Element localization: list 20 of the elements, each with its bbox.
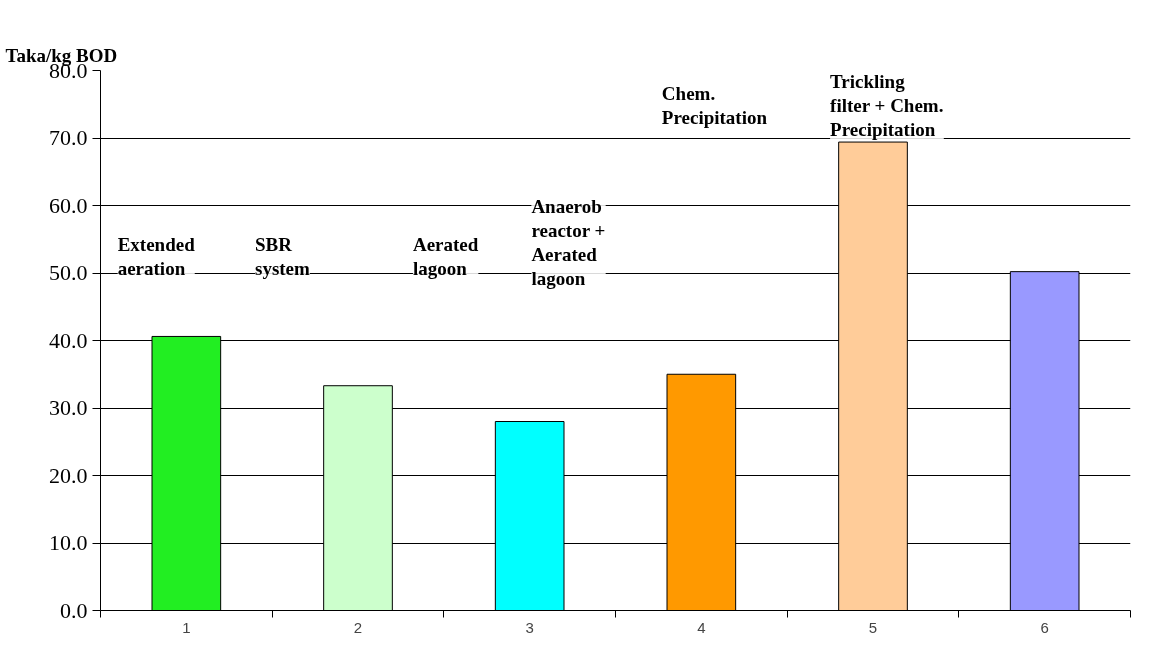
x-tick-label: 2 (353, 618, 363, 636)
y-tick-label: 40.0 (49, 327, 88, 353)
annotation: Chem. Precipitation (661, 83, 768, 129)
y-tick-label: 20.0 (49, 462, 88, 488)
y-tick-label: 70.0 (49, 125, 88, 150)
annotation: SBR system (255, 233, 311, 279)
x-tick-label: 5 (868, 618, 878, 636)
y-tick-label: 60.0 (49, 192, 88, 218)
annotation: Anaerob reactor + Aerated lagoon (531, 196, 606, 290)
annotation: Extended aeration (117, 233, 196, 279)
x-tick-label: 1 (182, 618, 191, 636)
y-tick-label: 10.0 (49, 530, 88, 555)
y-tick-label: 0.0 (60, 597, 88, 623)
x-tick-label: 3 (525, 618, 534, 636)
annotation: Trickling filter + Chem. Precipitation (830, 71, 944, 141)
x-tick-label: 6 (1040, 618, 1049, 636)
annotation: Aerated lagoon (412, 233, 479, 279)
x-tick-label: 4 (697, 618, 706, 636)
y-tick-label: 50.0 (49, 260, 88, 285)
y-tick-label: 30.0 (49, 395, 88, 420)
